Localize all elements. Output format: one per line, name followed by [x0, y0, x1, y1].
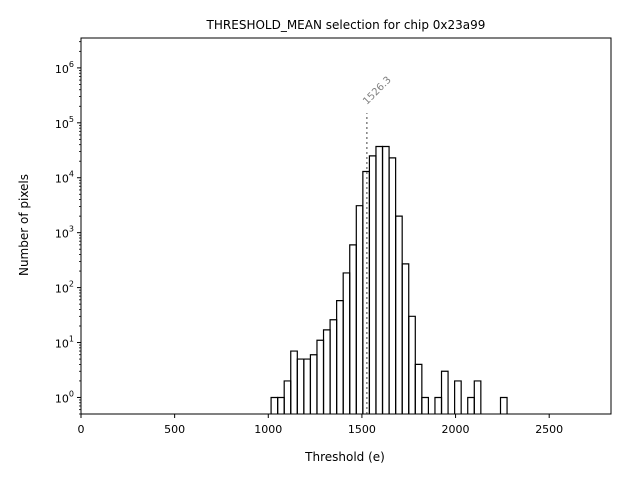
- x-axis: 0 500 1000 1500 2000 2500: [78, 414, 563, 436]
- histogram-bin: [342, 272, 351, 414]
- histogram-bin: [316, 339, 325, 414]
- x-axis-label: Threshold (e): [304, 450, 385, 464]
- histogram-bin: [368, 155, 377, 414]
- y-tick-label: 103: [55, 225, 74, 241]
- x-tick-label: 2000: [442, 423, 470, 436]
- histogram-bin: [440, 370, 449, 414]
- x-tick-label: 2500: [535, 423, 563, 436]
- histogram-bin: [499, 396, 508, 414]
- histogram-bin: [303, 358, 312, 414]
- histogram-bin: [336, 300, 344, 414]
- histogram-bin: [408, 315, 416, 414]
- y-tick-label: 105: [55, 115, 74, 131]
- histogram-bin: [277, 396, 285, 414]
- histogram-bin: [473, 380, 482, 414]
- y-axis: 100 101 102 103 104 105 106: [55, 41, 81, 415]
- y-axis-label: Number of pixels: [17, 174, 31, 276]
- histogram-bin: [322, 329, 331, 414]
- chart-title: THRESHOLD_MEAN selection for chip 0x23a9…: [206, 18, 486, 32]
- y-tick-label: 100: [55, 389, 74, 405]
- y-tick-label: 102: [55, 280, 74, 296]
- histogram-bin: [454, 380, 462, 414]
- histogram-bin: [355, 205, 364, 414]
- histogram-bin: [421, 396, 430, 414]
- histogram-bin: [329, 319, 338, 414]
- histogram-bin: [388, 157, 397, 414]
- histogram-bin: [283, 380, 292, 414]
- histogram-bin: [349, 244, 357, 414]
- histogram-bin: [401, 263, 410, 414]
- histogram-bin: [290, 350, 298, 414]
- y-tick-label: 101: [55, 335, 74, 351]
- x-tick-label: 500: [164, 423, 185, 436]
- histogram-bin: [395, 215, 403, 414]
- histogram-bin: [381, 145, 390, 414]
- histogram-bin: [270, 396, 279, 414]
- histogram-bin: [414, 363, 423, 414]
- histogram-bin: [309, 354, 318, 414]
- histogram-bin: [375, 145, 384, 414]
- histogram-bin: [467, 396, 475, 414]
- x-tick-label: 0: [78, 423, 85, 436]
- plot-area: 1526.3: [80, 37, 612, 415]
- x-tick-label: 1000: [254, 423, 282, 436]
- threshold-mean-label: 1526.3: [361, 75, 394, 108]
- y-tick-label: 104: [55, 170, 74, 186]
- x-tick-label: 1500: [348, 423, 376, 436]
- histogram-bin: [434, 396, 443, 414]
- axes-frame: [80, 37, 612, 415]
- histogram-bin: [296, 358, 305, 414]
- y-tick-label: 106: [55, 60, 74, 76]
